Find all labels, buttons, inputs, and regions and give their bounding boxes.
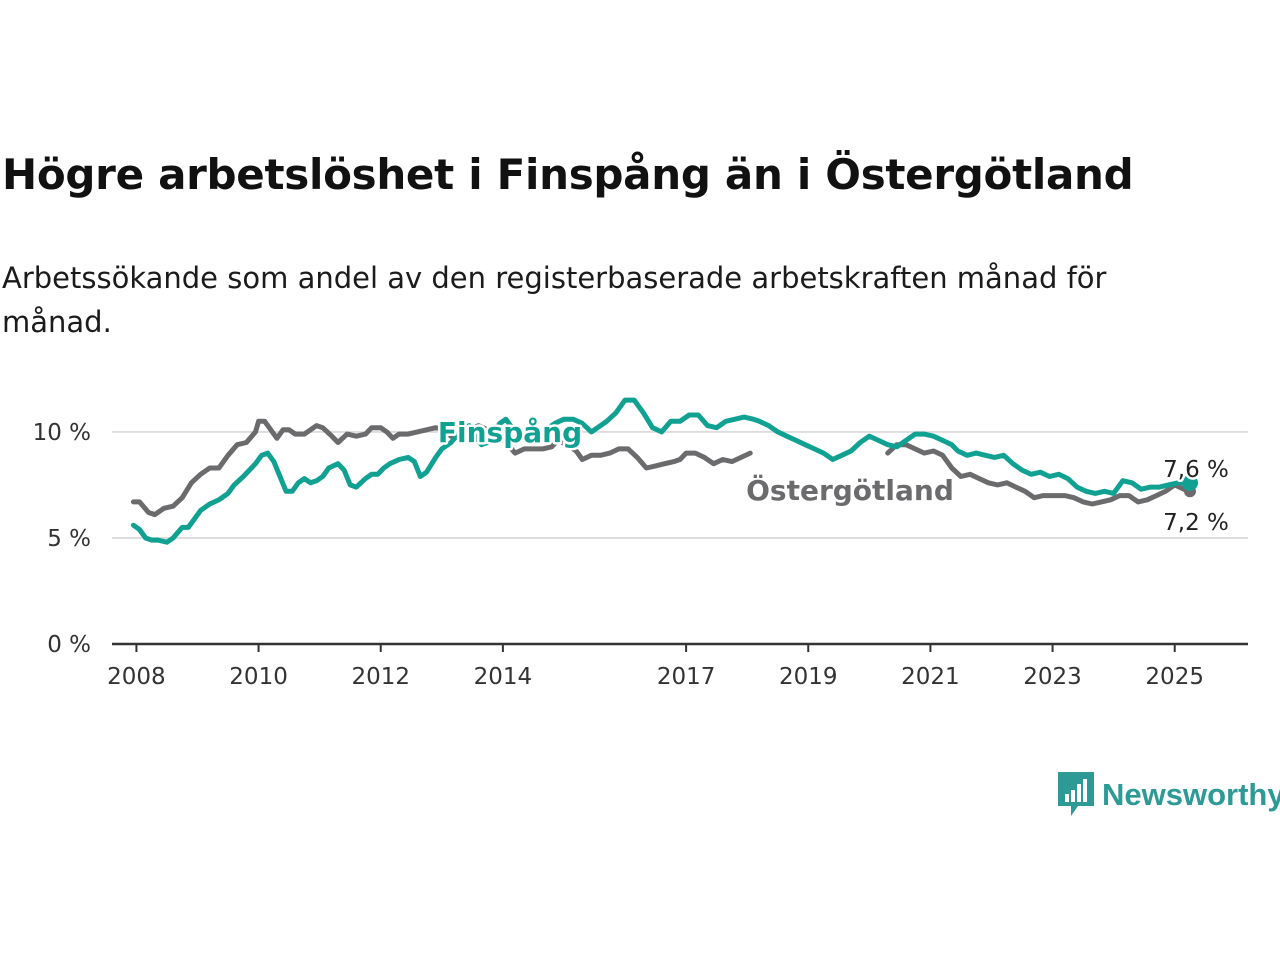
line-chart: 0 %5 %10 % 2008 2010 2012 2014 2017 2019 2021 2… — [33, 397, 1248, 690]
x-tick-label: 2021 — [901, 664, 960, 690]
series-lines — [130, 397, 1193, 545]
x-tick-label: 2012 — [351, 664, 410, 690]
y-tick-label: 0 % — [47, 632, 91, 658]
x-tick-label: 2010 — [229, 664, 288, 690]
x-tick-label: 2025 — [1145, 664, 1204, 690]
y-tick-label: 10 % — [33, 420, 91, 446]
x-tick-label: 2008 — [107, 664, 166, 690]
end-value-ostergotland: 7,2 % — [1163, 510, 1229, 536]
x-tick-label: 2019 — [779, 664, 838, 690]
x-tick-label: 2023 — [1023, 664, 1082, 690]
series-line-ostergotland — [885, 442, 1193, 507]
chart-title: Högre arbetslöshet i Finspång än i Öster… — [2, 150, 1134, 199]
series-labels: Finspång Östergötland 7,6 % 7,2 % — [435, 414, 1231, 539]
series-line-finspang — [130, 397, 1193, 545]
y-tick-label: 5 % — [47, 526, 91, 552]
x-tick-label: 2017 — [657, 664, 716, 690]
series-line-ostergotland — [130, 418, 753, 518]
x-axis: 2008 2010 2012 2014 2017 2019 2021 2023 2025 — [107, 642, 1248, 690]
x-tick-label: 2014 — [474, 664, 533, 690]
chart-subtitle: Arbetssökande som andel av den registerb… — [2, 261, 1107, 339]
brand-name: Newsworthy — [1102, 777, 1280, 812]
newsworthy-brand: Newsworthy — [1058, 772, 1280, 818]
series-label-finspang: Finspång — [438, 416, 582, 449]
y-axis-labels: 0 % 5 % 10 % — [33, 420, 91, 658]
end-value-finspang: 7,6 % — [1163, 457, 1229, 483]
newsworthy-logo-icon — [1058, 772, 1094, 816]
series-label-ostergotland: Östergötland — [746, 473, 954, 507]
end-point-finspang — [1181, 474, 1198, 491]
